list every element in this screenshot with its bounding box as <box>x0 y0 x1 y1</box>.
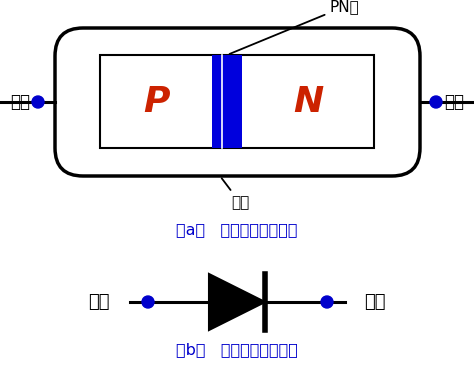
Circle shape <box>321 296 333 308</box>
Text: （a）   二极管结构示意图: （a） 二极管结构示意图 <box>176 222 298 237</box>
Text: 正极: 正极 <box>88 293 109 311</box>
Polygon shape <box>209 274 265 330</box>
Circle shape <box>32 96 44 108</box>
Text: 负极: 负极 <box>444 93 464 111</box>
Text: PN结: PN结 <box>229 0 360 54</box>
FancyBboxPatch shape <box>55 28 420 176</box>
Text: N: N <box>293 85 323 118</box>
Text: 负极: 负极 <box>365 293 386 311</box>
Text: 正极: 正极 <box>10 93 30 111</box>
Text: （b）   二极管的电路符号: （b） 二极管的电路符号 <box>176 342 298 357</box>
Bar <box>100 55 374 148</box>
Text: P: P <box>143 85 169 118</box>
Bar <box>212 55 242 148</box>
Circle shape <box>142 296 154 308</box>
Text: 外壳: 外壳 <box>222 178 249 210</box>
Circle shape <box>430 96 442 108</box>
